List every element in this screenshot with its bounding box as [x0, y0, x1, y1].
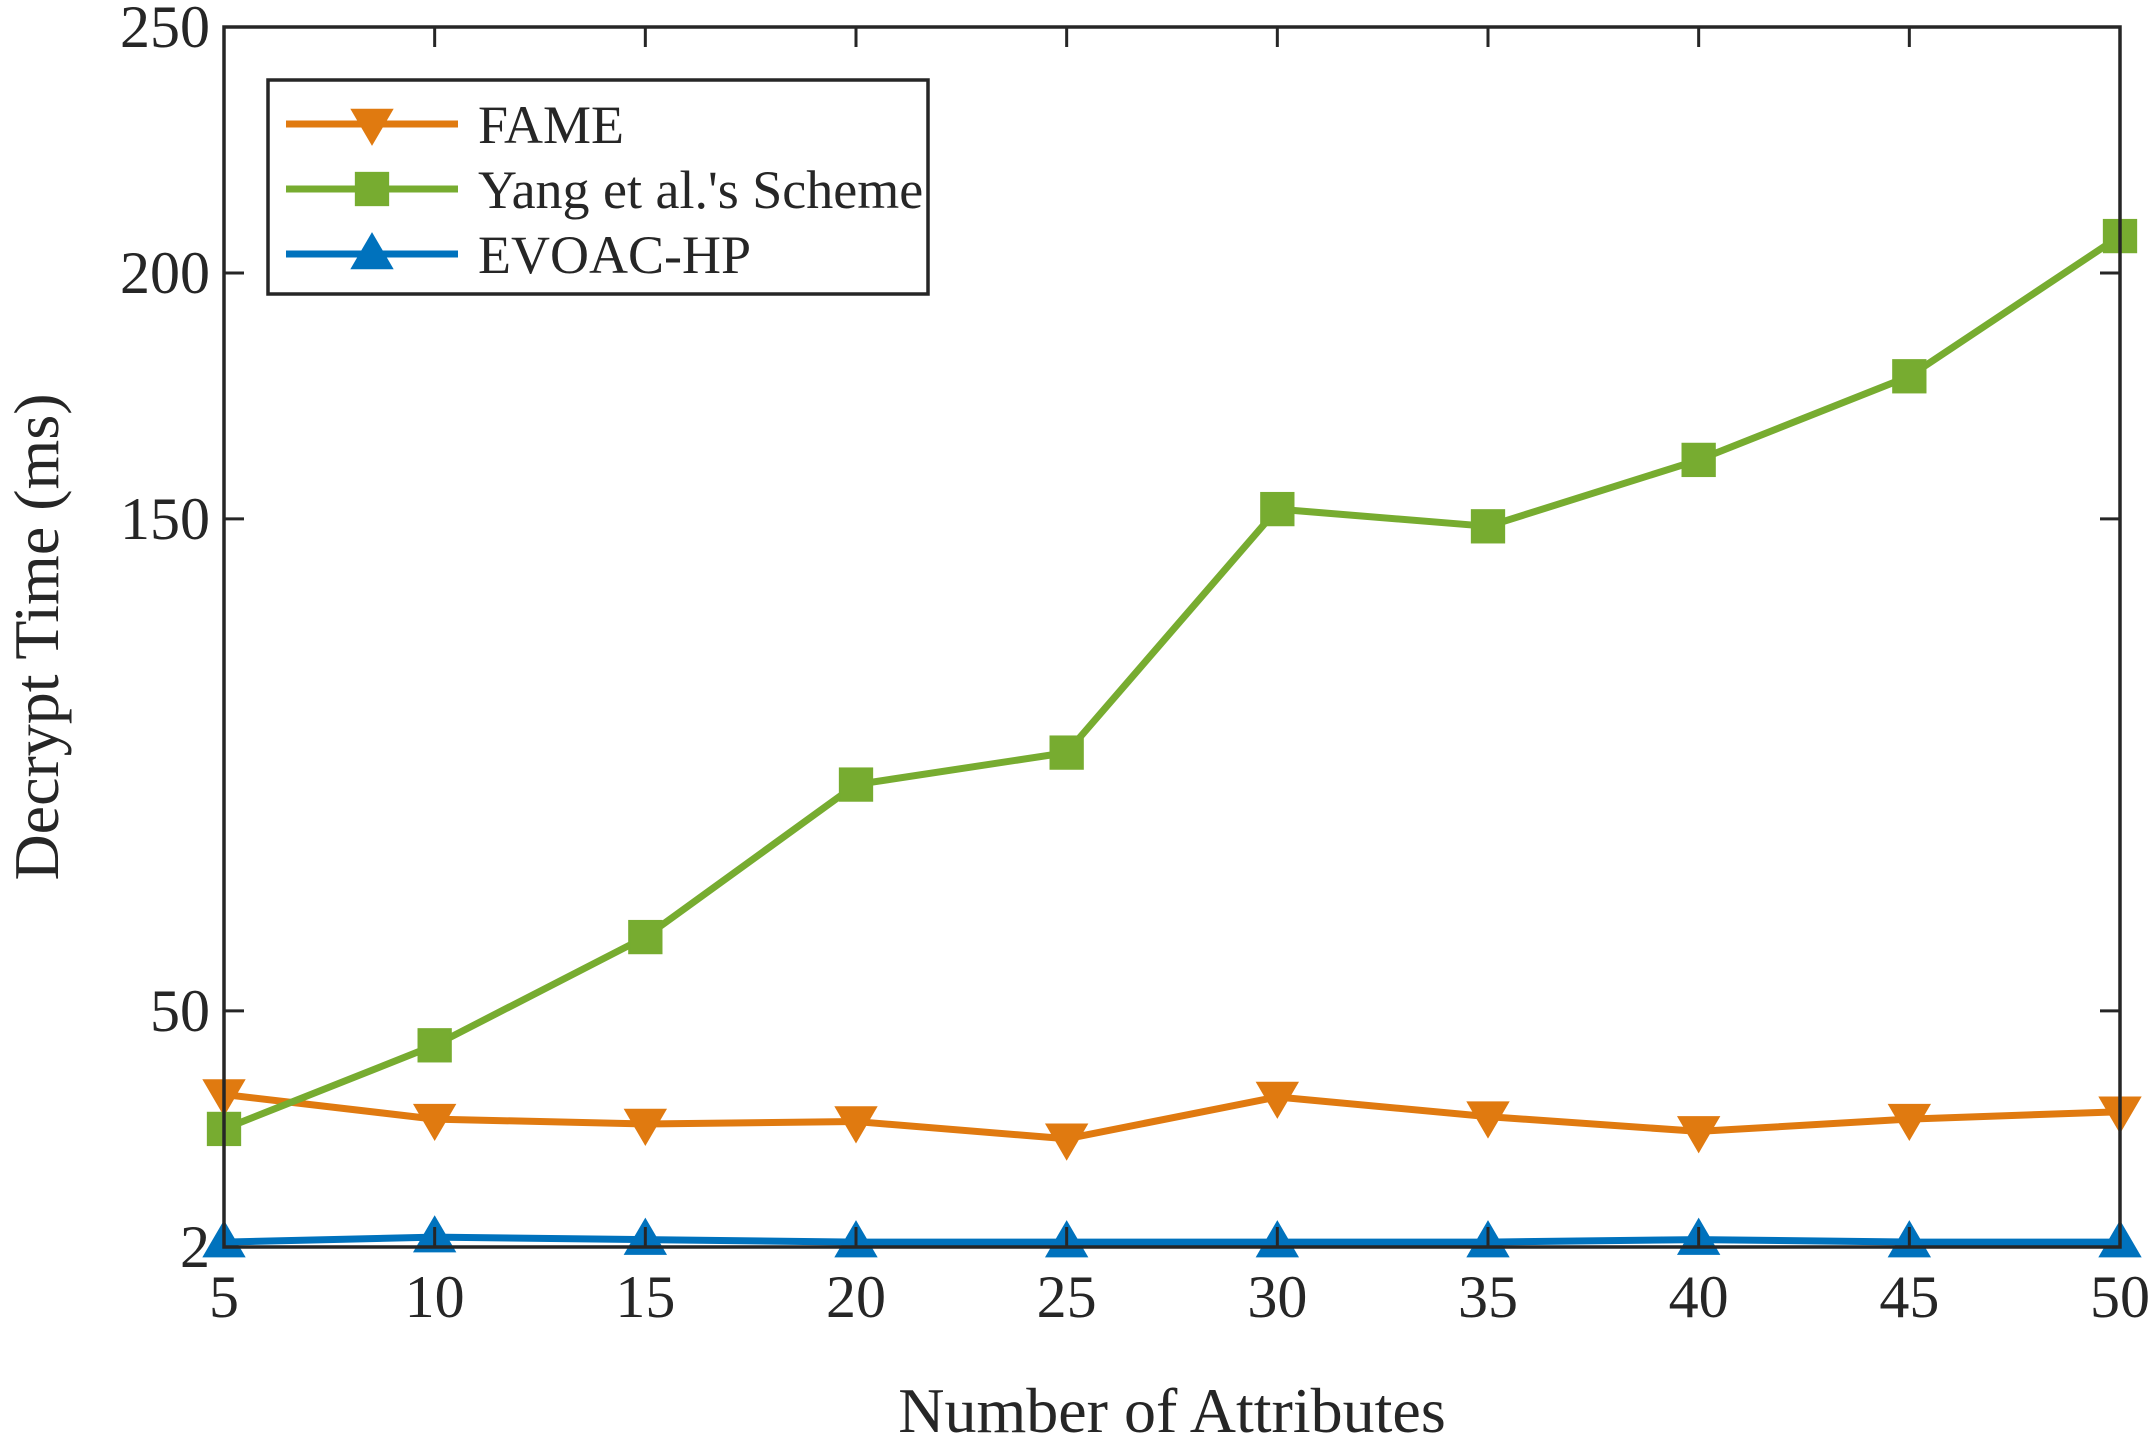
- series-line-yang-et-al-s-scheme: [222, 233, 2122, 1133]
- legend-label: EVOAC-HP: [478, 225, 751, 285]
- data-point-fame: [834, 1106, 878, 1144]
- legend-label: FAME: [478, 95, 624, 155]
- y-tick-label: 50: [150, 978, 210, 1044]
- series-line-evoac-hp: [223, 1233, 2120, 1246]
- data-point-yang-et-al-s-scheme: [1049, 735, 1084, 770]
- data-point-yang-et-al-s-scheme: [417, 1028, 452, 1063]
- legend-entry-yang-et-al-s-scheme: Yang et al.'s Scheme: [286, 160, 923, 220]
- data-point-fame: [1466, 1101, 1510, 1139]
- x-tick-label: 45: [1879, 1264, 1939, 1330]
- x-tick-label: 50: [2090, 1264, 2150, 1330]
- data-point-fame: [412, 1103, 457, 1142]
- data-point-yang-et-al-s-scheme: [838, 767, 874, 802]
- data-point-yang-et-al-s-scheme: [1260, 491, 1295, 527]
- x-tick-label: 25: [1037, 1264, 1097, 1330]
- x-tick-label: 10: [405, 1264, 465, 1330]
- x-tick-label: 15: [615, 1264, 675, 1330]
- data-point-yang-et-al-s-scheme: [628, 919, 663, 955]
- data-point-yang-et-al-s-scheme: [1470, 509, 1506, 544]
- y-tick-label: 200: [120, 240, 210, 306]
- legend-marker: [350, 232, 394, 270]
- legend-marker: [350, 108, 394, 146]
- legend-marker: [354, 171, 390, 207]
- data-point-fame: [1887, 1103, 1932, 1142]
- x-tick-label: 30: [1247, 1264, 1307, 1330]
- y-tick-label: 250: [120, 0, 210, 60]
- data-point-yang-et-al-s-scheme: [1892, 359, 1927, 394]
- x-axis-label: Number of Attributes: [898, 1375, 1445, 1441]
- data-point-fame: [623, 1108, 668, 1146]
- y-axis-label: Decrypt Time (ms): [1, 393, 72, 880]
- data-point-fame: [1255, 1081, 1300, 1119]
- data-point-fame: [1676, 1116, 1721, 1154]
- x-tick-label: 40: [1669, 1264, 1729, 1330]
- x-tick-label: 5: [209, 1264, 239, 1330]
- series-line-fame: [223, 1091, 2121, 1143]
- x-tick-label: 35: [1458, 1264, 1518, 1330]
- series-yang-et-al-s-scheme: [206, 218, 2138, 1147]
- y-tick-label: 150: [120, 486, 210, 552]
- legend-entry-fame: FAME: [286, 95, 624, 155]
- legend-label: Yang et al.'s Scheme: [478, 160, 923, 220]
- legend-entry-evoac-hp: EVOAC-HP: [286, 225, 751, 285]
- y-tick-label: 2: [180, 1214, 210, 1280]
- data-point-yang-et-al-s-scheme: [1681, 442, 1716, 478]
- plot-frame: [222, 25, 2122, 1249]
- data-point-fame: [1044, 1123, 1089, 1161]
- x-tick-label: 20: [826, 1264, 886, 1330]
